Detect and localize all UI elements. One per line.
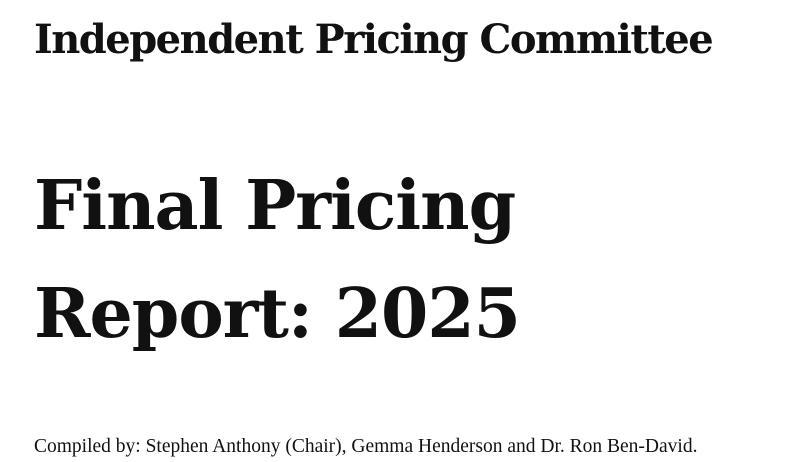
report-title-line-2: Report: 2025	[34, 274, 521, 354]
compiled-by-credits: Compiled by: Stephen Anthony (Chair), Ge…	[34, 436, 698, 457]
report-title-line-1: Final Pricing	[34, 166, 516, 246]
organization-name: Independent Pricing Committee	[34, 16, 714, 63]
report-title: Final Pricing Report: 2025	[34, 152, 521, 368]
